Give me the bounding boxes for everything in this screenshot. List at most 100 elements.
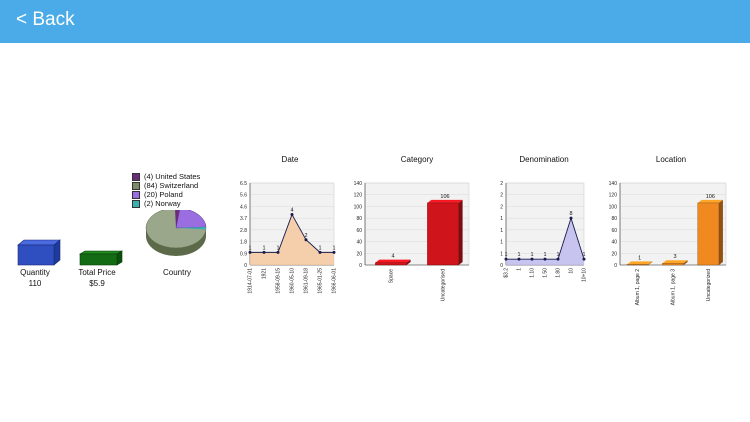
y-tick-label: 100	[609, 204, 618, 210]
y-tick-label: 1	[500, 228, 503, 234]
x-tick-label: 1.80	[556, 268, 562, 278]
area-fill	[506, 218, 584, 265]
country-legend: (4) United States (84) Switzerland (20) …	[132, 172, 200, 208]
y-tick-label: 0	[614, 263, 617, 269]
legend-label: (2) Norway	[144, 199, 181, 208]
y-tick-label: 2	[500, 181, 503, 187]
data-point	[276, 250, 280, 254]
bar-side	[683, 260, 688, 265]
y-tick-label: 60	[611, 228, 617, 234]
y-tick-label: 20	[611, 251, 617, 257]
bar-side	[718, 199, 723, 265]
legend-label: (4) United States	[144, 172, 201, 181]
data-label: 1	[543, 252, 546, 258]
data-point	[290, 213, 294, 217]
x-tick-label: 1958-09-15	[276, 268, 282, 294]
y-tick-label: 100	[354, 204, 363, 210]
x-tick-label: Album 1, page 3	[671, 269, 677, 306]
category-chart: 0 20 40 60 80 100 120 140 4 Space 106 Uncategorised	[354, 181, 470, 301]
x-tick-label: 1.50	[543, 268, 549, 278]
legend-item: (20) Poland	[132, 190, 200, 199]
location-chart-title: Location	[655, 155, 687, 164]
legend-item: (4) United States	[132, 172, 200, 181]
y-tick-label: 6.5	[240, 181, 247, 187]
data-point	[517, 257, 521, 261]
bar-top	[427, 199, 463, 203]
data-label: 1	[248, 245, 251, 251]
y-tick-label: 80	[356, 216, 362, 222]
denomination-chart-title: Denomination	[519, 155, 569, 164]
data-point	[332, 250, 336, 254]
y-tick-label: 140	[609, 181, 618, 187]
data-label: 4	[391, 254, 394, 260]
data-point	[248, 250, 252, 254]
legend-swatch	[132, 172, 140, 181]
y-tick-label: 5.6	[240, 193, 247, 199]
x-tick-label: 1966-06-01	[332, 268, 338, 294]
x-tick-label: 1	[517, 268, 523, 271]
location-chart: 0 20 40 60 80 100 120 140 1 Album 1, page 2 3 Album…	[609, 181, 727, 306]
quantity-box-icon	[17, 239, 61, 266]
country-label: Country	[162, 268, 191, 277]
data-label: 1	[582, 252, 585, 258]
data-label: 3	[673, 254, 676, 260]
back-button[interactable]: < Back	[16, 9, 75, 30]
total-price-box-icon	[78, 250, 124, 266]
data-point	[556, 257, 560, 261]
y-tick-label: 80	[611, 216, 617, 222]
x-tick-label: Uncategorized	[706, 269, 712, 301]
data-label: 1	[556, 252, 559, 258]
y-tick-label: 0	[244, 263, 247, 269]
bar	[662, 263, 684, 266]
data-label: 2	[304, 233, 307, 239]
y-tick-label: 120	[354, 193, 363, 199]
bar-side	[458, 199, 463, 265]
data-point	[304, 238, 308, 242]
category-chart-title: Category	[400, 155, 434, 164]
total-price-label: Total Price	[78, 268, 116, 277]
bar-top	[627, 261, 653, 265]
legend-item: (2) Norway	[132, 199, 200, 208]
data-label: 1	[530, 252, 533, 258]
y-tick-label: 4.6	[240, 204, 247, 210]
legend-label: (84) Switzerland	[144, 181, 199, 190]
legend-swatch	[132, 199, 140, 208]
data-label: 1	[332, 245, 335, 251]
y-tick-label: 1.8	[240, 240, 247, 246]
x-tick-label: 1961-09-18	[304, 268, 310, 294]
legend-item: (84) Switzerland	[132, 181, 200, 190]
data-point	[318, 250, 322, 254]
data-point	[569, 216, 573, 220]
data-label: 106	[440, 194, 449, 200]
bar	[427, 202, 459, 266]
y-tick-label: 2	[500, 193, 503, 199]
legend-label: (20) Poland	[144, 190, 183, 199]
legend-swatch	[132, 181, 140, 190]
bar	[626, 264, 649, 266]
y-tick-label: 1	[500, 251, 503, 257]
y-tick-label: 2	[500, 204, 503, 210]
x-tick-label: 1914-07-01	[248, 268, 254, 294]
quantity-label: Quantity	[20, 268, 50, 277]
data-label: 1	[638, 255, 641, 261]
y-tick-label: 60	[356, 228, 362, 234]
y-tick-label: 1	[500, 240, 503, 246]
bar-side	[406, 259, 411, 265]
x-tick-label: 1921	[262, 268, 268, 279]
y-tick-label: 140	[354, 181, 363, 187]
quantity-value: 110	[28, 279, 42, 288]
y-tick-label: 2.8	[240, 228, 247, 234]
country-pie-chart	[145, 210, 207, 256]
y-tick-label: 20	[356, 251, 362, 257]
x-tick-label: 10+10	[582, 268, 588, 282]
legend-swatch	[132, 190, 140, 199]
total-price-value: $5.9	[89, 279, 105, 288]
bar-top	[375, 259, 411, 263]
x-tick-label: $3.2	[504, 268, 510, 278]
date-chart-title: Date	[281, 155, 299, 164]
data-label: 1	[262, 245, 265, 251]
data-label: 1	[318, 245, 321, 251]
data-label: 1	[276, 245, 279, 251]
bar-side	[648, 261, 653, 265]
